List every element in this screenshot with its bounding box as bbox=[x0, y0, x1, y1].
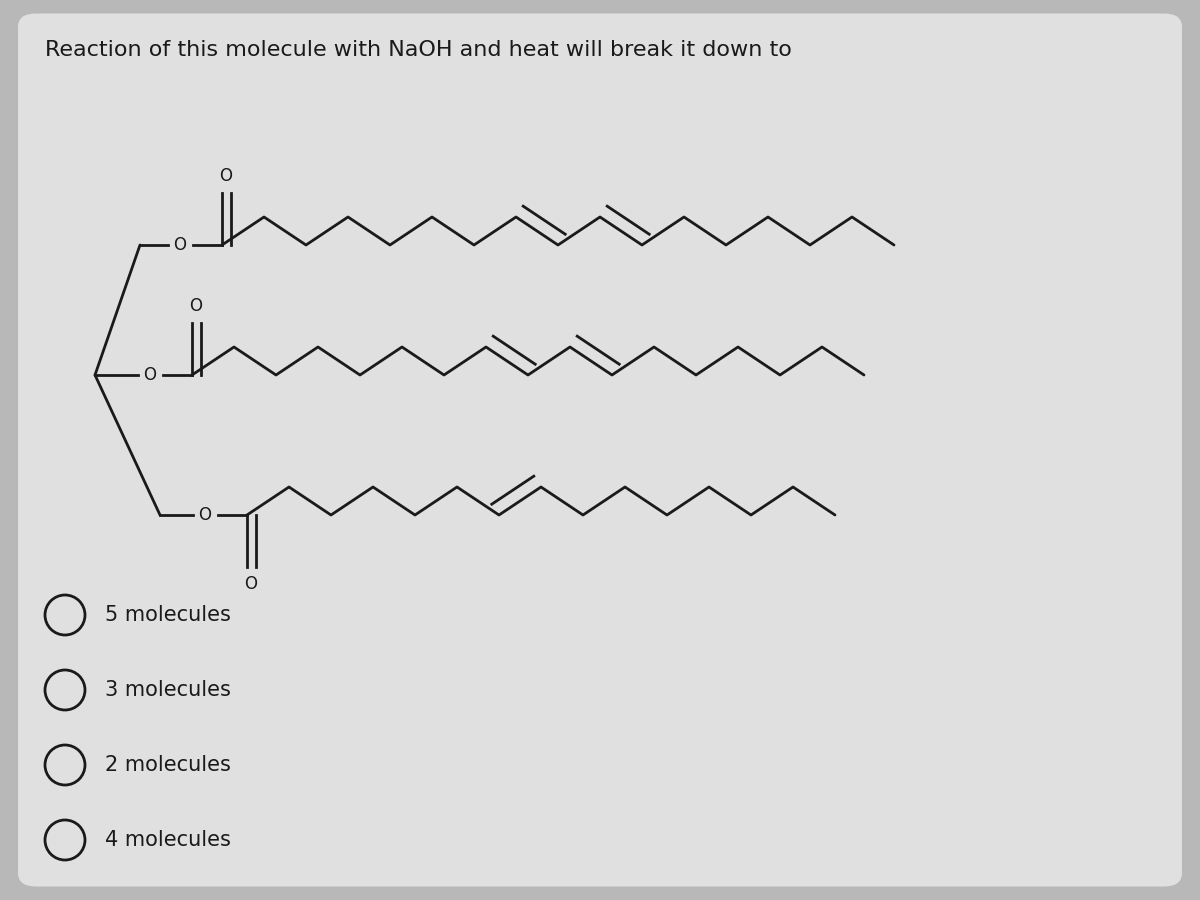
Text: Reaction of this molecule with NaOH and heat will break it down to: Reaction of this molecule with NaOH and … bbox=[46, 40, 792, 60]
Text: O: O bbox=[190, 297, 203, 315]
Text: O: O bbox=[220, 167, 233, 185]
Text: 2 molecules: 2 molecules bbox=[106, 755, 230, 775]
Text: O: O bbox=[245, 575, 258, 593]
Text: O: O bbox=[198, 506, 211, 524]
Text: 3 molecules: 3 molecules bbox=[106, 680, 230, 700]
Text: O: O bbox=[174, 236, 186, 254]
Text: 4 molecules: 4 molecules bbox=[106, 830, 230, 850]
Text: O: O bbox=[144, 366, 156, 384]
Text: 5 molecules: 5 molecules bbox=[106, 605, 230, 625]
